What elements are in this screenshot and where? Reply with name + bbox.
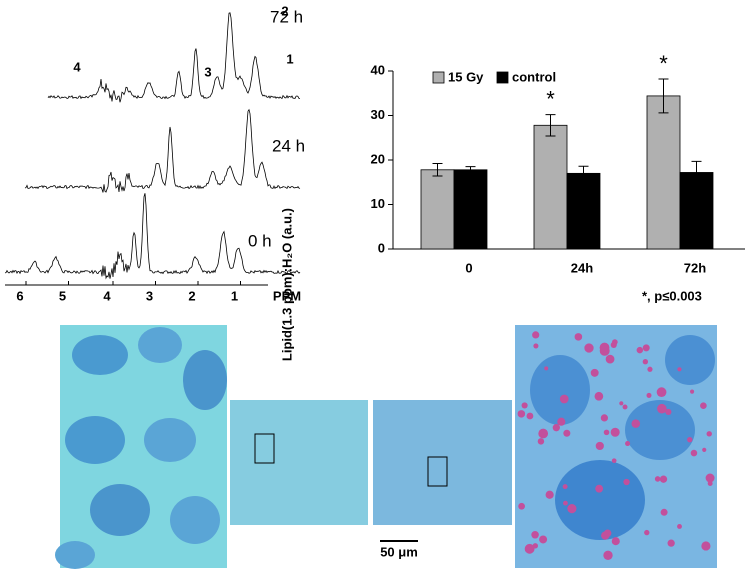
bar — [453, 169, 488, 250]
legend-swatch — [496, 71, 509, 84]
spectrum-trace — [4, 193, 301, 280]
scale-bar-label: 50 μm — [380, 544, 418, 559]
bar — [420, 169, 455, 250]
significance-note: *, p≤0.003 — [642, 288, 702, 303]
error-bar — [432, 163, 443, 177]
y-tick-label: 40 — [371, 62, 385, 77]
y-tick-label: 30 — [371, 107, 385, 122]
micrograph-left — [55, 325, 227, 569]
y-tick-label: 10 — [371, 196, 385, 211]
x-tick-label: 24h — [571, 260, 593, 275]
time-label: 72 h — [270, 7, 303, 26]
ppm-tick-label: 5 — [59, 288, 66, 303]
bar — [646, 95, 681, 250]
time-label: 24 h — [272, 136, 305, 155]
ppm-tick-label: 6 — [16, 288, 23, 303]
legend-swatch — [432, 71, 445, 84]
error-bar — [658, 78, 669, 114]
ppm-label: PPM — [273, 288, 301, 303]
ppm-tick-label: 3 — [146, 288, 153, 303]
error-bar — [545, 114, 556, 137]
ppm-tick-label: 4 — [103, 288, 111, 303]
peak-label: 4 — [73, 59, 81, 74]
y-tick-label: 0 — [378, 240, 385, 255]
peak-label: 2 — [281, 3, 288, 18]
y-tick-label: 20 — [371, 151, 385, 166]
nmr-spectra: 72 h 24 h 0 h 1 2 3 4 6 5 4 3 2 1 PPM — [4, 3, 305, 303]
significance-star: * — [659, 51, 668, 76]
legend-label: 15 Gy — [448, 69, 484, 84]
micrograph-mid1 — [230, 400, 368, 525]
ppm-tick-label: 1 — [231, 288, 238, 303]
bar — [533, 124, 568, 250]
x-tick-label: 72h — [684, 260, 706, 275]
micrograph-mid2 — [373, 400, 512, 525]
significance-star: * — [546, 86, 555, 111]
legend-label: control — [512, 69, 556, 84]
bar — [566, 172, 601, 250]
time-label: 0 h — [248, 231, 272, 250]
spectrum-trace — [47, 12, 301, 103]
spectrum-trace — [24, 108, 301, 193]
error-bar — [465, 166, 476, 174]
ppm-tick-label: 2 — [188, 288, 195, 303]
peak-label: 1 — [286, 51, 293, 66]
error-bar — [578, 165, 589, 181]
x-tick-label: 0 — [465, 260, 472, 275]
y-axis-title: Lipid(1.3 ppm):H₂O (a.u.) — [279, 208, 294, 361]
error-bar — [691, 160, 702, 185]
peak-label: 3 — [204, 64, 211, 79]
micrograph-right — [515, 325, 717, 568]
